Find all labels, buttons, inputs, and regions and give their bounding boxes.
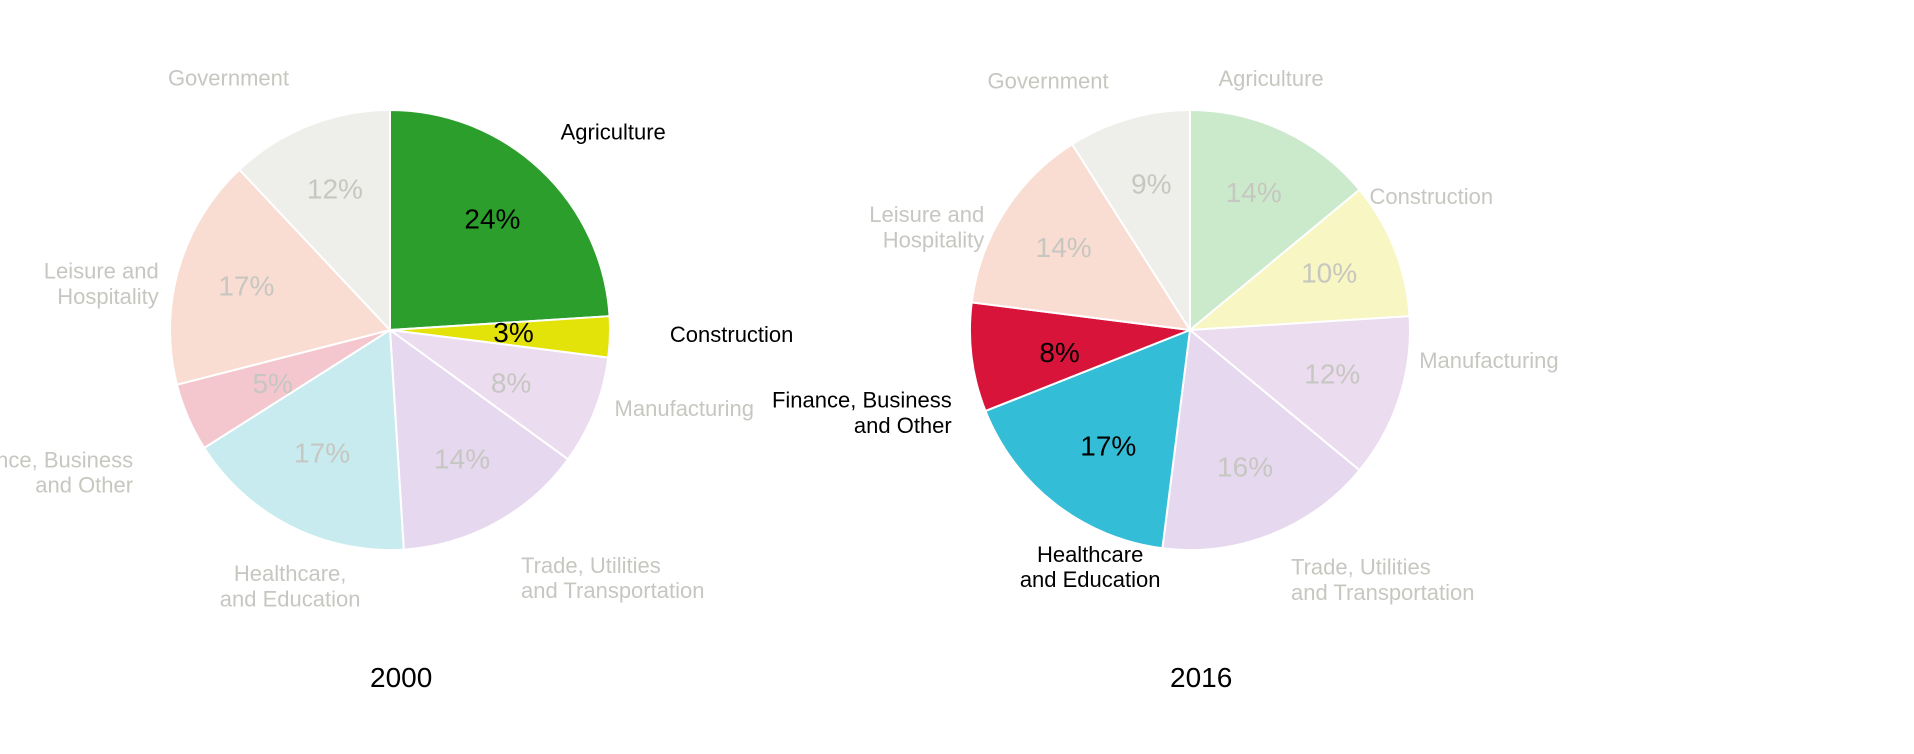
slice-value-trade-utilities-and-transportation: 14% bbox=[434, 443, 490, 474]
slice-value-manufacturing: 12% bbox=[1304, 359, 1360, 390]
slice-value-manufacturing: 8% bbox=[491, 367, 531, 398]
slice-value-government: 12% bbox=[307, 173, 363, 204]
slice-label-leisure-and-hospitality: Leisure andHospitality bbox=[869, 202, 984, 252]
slice-label-finance-business-and-other: Finance, Businessand Other bbox=[0, 447, 133, 497]
slice-value-healthcare-and-education: 17% bbox=[294, 438, 350, 469]
year-label-2000: 2000 bbox=[370, 662, 432, 694]
slice-label-construction: Construction bbox=[670, 322, 794, 347]
slice-label-agriculture: Agriculture bbox=[1219, 66, 1324, 91]
slice-value-leisure-and-hospitality: 17% bbox=[218, 271, 274, 302]
year-label-2016: 2016 bbox=[1170, 662, 1232, 694]
charts-container: 24%Agriculture3%Construction8%Manufactur… bbox=[0, 0, 1914, 749]
slice-value-trade-utilities-and-transportation: 16% bbox=[1217, 451, 1273, 482]
slice-value-agriculture: 24% bbox=[464, 203, 520, 234]
slice-label-trade-utilities-and-transportation: Trade, Utilitiesand Transportation bbox=[1291, 555, 1474, 605]
slice-value-government: 9% bbox=[1131, 169, 1171, 200]
slice-label-construction: Construction bbox=[1370, 184, 1494, 209]
slice-value-healthcare-and-education: 17% bbox=[1080, 431, 1136, 462]
slice-label-government: Government bbox=[988, 69, 1109, 94]
pie-charts-svg: 24%Agriculture3%Construction8%Manufactur… bbox=[0, 0, 1914, 749]
slice-label-manufacturing: Manufacturing bbox=[615, 396, 754, 421]
slice-value-agriculture: 14% bbox=[1226, 177, 1282, 208]
slice-label-manufacturing: Manufacturing bbox=[1419, 348, 1558, 373]
slice-label-leisure-and-hospitality: Leisure andHospitality bbox=[44, 259, 159, 309]
slice-label-healthcare-and-education: Healthcare,and Education bbox=[220, 561, 361, 611]
slice-value-finance-business-and-other: 8% bbox=[1039, 337, 1079, 368]
slice-label-agriculture: Agriculture bbox=[561, 120, 666, 145]
slice-label-government: Government bbox=[168, 65, 289, 90]
slice-label-finance-business-and-other: Finance, Businessand Other bbox=[772, 388, 952, 438]
slice-label-healthcare-and-education: Healthcareand Education bbox=[1020, 542, 1161, 592]
slice-value-finance-business-and-other: 5% bbox=[252, 368, 292, 399]
slice-label-trade-utilities-and-transportation: Trade, Utilitiesand Transportation bbox=[521, 553, 704, 603]
slice-value-construction: 10% bbox=[1301, 257, 1357, 288]
slice-value-leisure-and-hospitality: 14% bbox=[1036, 232, 1092, 263]
